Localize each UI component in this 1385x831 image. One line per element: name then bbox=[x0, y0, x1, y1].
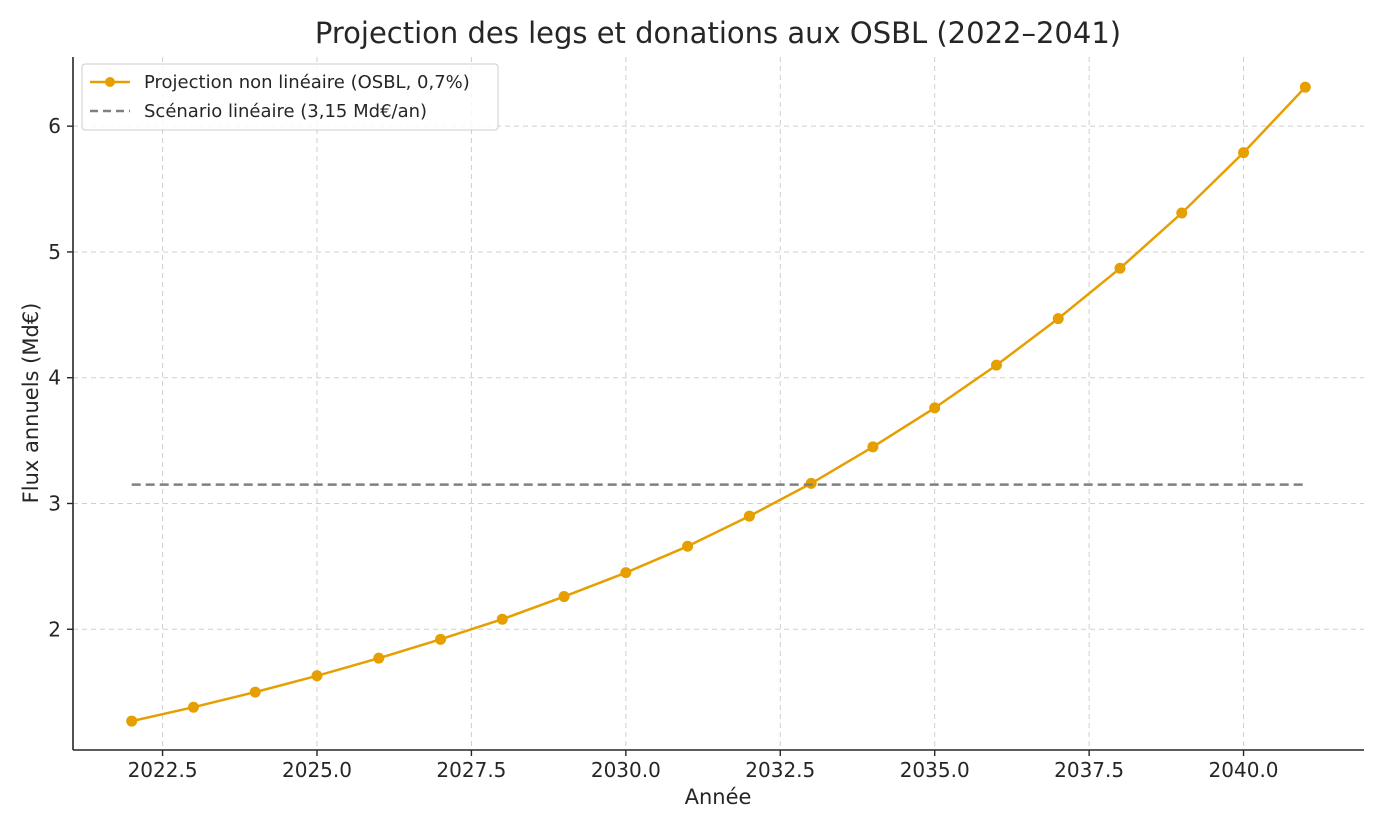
x-tick-label-2: 2027.5 bbox=[436, 758, 506, 782]
y-tick-label-1: 3 bbox=[48, 491, 61, 515]
x-tick-label-0: 2022.5 bbox=[128, 758, 198, 782]
x-tick-label-4: 2032.5 bbox=[745, 758, 815, 782]
series-0-point-15 bbox=[1052, 313, 1064, 325]
legend: Projection non linéaire (OSBL, 0,7%) Scé… bbox=[81, 63, 499, 131]
series-0-point-9 bbox=[682, 540, 694, 552]
legend-marker-projection bbox=[105, 77, 115, 87]
y-tick-label-0: 2 bbox=[48, 617, 61, 641]
series-0-point-4 bbox=[373, 652, 385, 664]
y-tick-label-4: 6 bbox=[48, 114, 61, 138]
y-axis-label: Flux annuels (Md€) bbox=[19, 303, 43, 504]
series-layer bbox=[126, 81, 1311, 727]
x-tick-label-3: 2030.0 bbox=[591, 758, 661, 782]
series-0-point-13 bbox=[929, 402, 941, 414]
series-0-point-1 bbox=[187, 701, 199, 713]
x-tick-label-5: 2035.0 bbox=[900, 758, 970, 782]
grid bbox=[73, 57, 1364, 750]
series-0-point-0 bbox=[126, 715, 138, 727]
x-tick-label-6: 2037.5 bbox=[1054, 758, 1124, 782]
series-line-0 bbox=[131, 86, 1307, 723]
axes bbox=[72, 57, 1364, 751]
series-0-point-18 bbox=[1238, 147, 1250, 159]
series-0-point-2 bbox=[249, 686, 261, 698]
x-axis-label: Année bbox=[685, 785, 752, 809]
series-0-point-10 bbox=[743, 510, 755, 522]
series-0-point-3 bbox=[311, 670, 323, 682]
series-0-point-8 bbox=[620, 567, 632, 579]
legend-label-linear: Scénario linéaire (3,15 Md€/an) bbox=[144, 101, 427, 122]
series-0-point-14 bbox=[990, 359, 1002, 371]
legend-frame bbox=[81, 63, 499, 131]
x-tick-label-7: 2040.0 bbox=[1209, 758, 1279, 782]
series-0-point-17 bbox=[1176, 207, 1188, 219]
series-0-point-12 bbox=[867, 441, 879, 453]
series-0-point-7 bbox=[558, 591, 570, 603]
series-0-point-16 bbox=[1114, 262, 1126, 274]
series-0-point-6 bbox=[496, 613, 508, 625]
y-tick-label-2: 4 bbox=[48, 366, 61, 390]
series-0-point-19 bbox=[1299, 81, 1311, 93]
ticks: 2022.5 2025.0 2027.5 2030.0 2032.5 2035.0 2037… bbox=[48, 114, 1278, 782]
x-tick-label-1: 2025.0 bbox=[282, 758, 352, 782]
series-0-point-5 bbox=[435, 633, 447, 645]
legend-label-projection: Projection non linéaire (OSBL, 0,7%) bbox=[144, 72, 470, 93]
y-tick-label-3: 5 bbox=[48, 240, 61, 264]
chart-title: Projection des legs et donations aux OSB… bbox=[315, 16, 1121, 50]
